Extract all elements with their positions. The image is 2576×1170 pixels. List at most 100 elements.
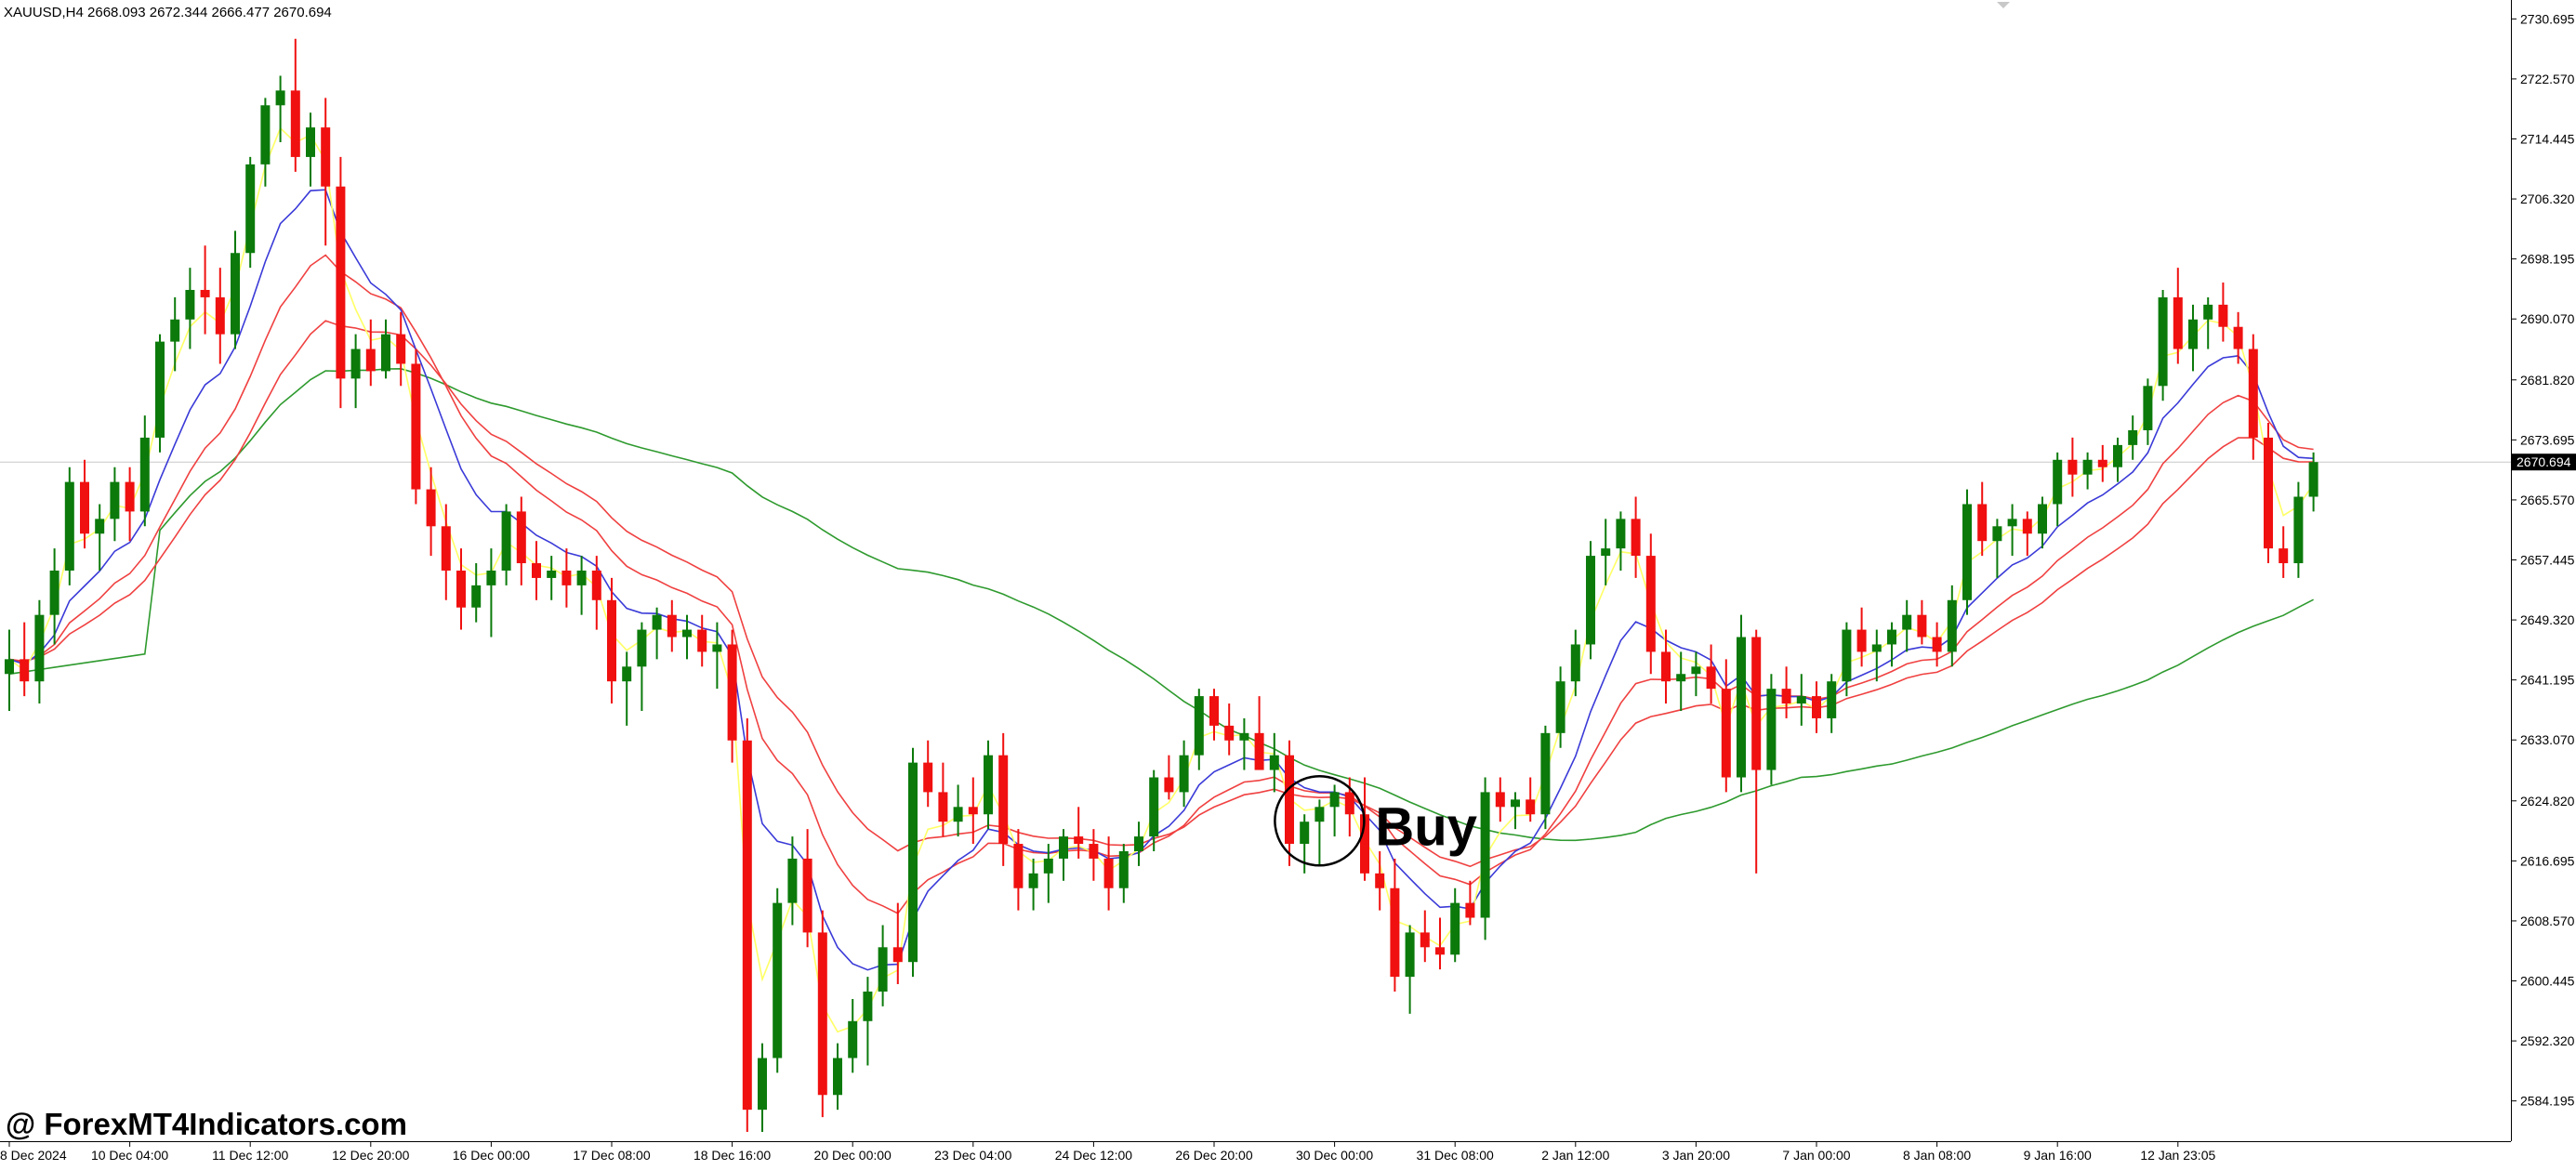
- candle-bear: [1420, 932, 1430, 948]
- candle-bear: [742, 740, 752, 1111]
- candle-bear: [1360, 814, 1369, 874]
- moving-average-red-slow: [8, 320, 2314, 868]
- candle-bull: [773, 902, 783, 1058]
- candle-bear: [20, 659, 30, 682]
- candle-bear: [426, 489, 436, 527]
- candle-bull: [49, 570, 59, 615]
- candle-bear: [591, 570, 601, 600]
- candle-bear: [1254, 732, 1264, 770]
- candle-bear: [727, 644, 737, 741]
- candle-bull: [637, 629, 647, 667]
- price-tick-label: 2730.695: [2520, 11, 2575, 26]
- candle-bear: [1495, 792, 1505, 808]
- candle-bull: [1902, 614, 1912, 630]
- candle-bear: [1631, 519, 1641, 557]
- time-tick-label: 26 Dec 20:00: [1175, 1148, 1252, 1163]
- candle-bull: [2308, 462, 2318, 497]
- candle-bull: [155, 341, 165, 438]
- candle-bull: [381, 334, 390, 372]
- candle-bear: [290, 90, 300, 157]
- candle-bull: [486, 570, 496, 585]
- candle-bull: [1796, 696, 1806, 704]
- moving-averages-layer: [8, 126, 2315, 1033]
- candle-bull: [1962, 504, 1972, 600]
- candle-bull: [1480, 792, 1490, 918]
- price-tick-label: 2665.570: [2520, 493, 2575, 507]
- candle-bear: [667, 614, 677, 638]
- candle-bull: [1269, 755, 1279, 770]
- candle-bear: [215, 296, 225, 335]
- time-tick-label: 12 Jan 23:05: [2140, 1148, 2215, 1163]
- candle-bull: [2188, 319, 2198, 349]
- price-tick-label: 2714.445: [2520, 131, 2575, 146]
- candle-bear: [2097, 459, 2107, 467]
- price-tick-label: 2608.570: [2520, 914, 2575, 928]
- candle-bull: [622, 666, 632, 682]
- candle-bear: [697, 629, 707, 652]
- candle-bull: [501, 511, 511, 571]
- watermark-text: @ ForexMT4Indicators.com: [6, 1107, 407, 1141]
- candle-bull: [2113, 444, 2122, 467]
- candle-bull: [1450, 902, 1460, 955]
- candle-bull: [2158, 296, 2168, 387]
- candle-bear: [411, 363, 421, 490]
- scroll-marker-icon[interactable]: [1997, 2, 2010, 8]
- candle-bear: [336, 186, 346, 379]
- candle-bull: [260, 105, 271, 164]
- candle-bull: [848, 1020, 858, 1058]
- current-price-tag: [2512, 454, 2576, 471]
- candle-bull: [95, 519, 105, 534]
- candle-bull: [863, 991, 873, 1021]
- candle-bear: [1917, 614, 1927, 638]
- candle-bear: [1856, 629, 1867, 652]
- candle-bull: [1887, 629, 1896, 645]
- candle-bear: [80, 481, 89, 534]
- candle-bear: [817, 932, 827, 1096]
- price-tick-label: 2681.820: [2520, 373, 2575, 388]
- candle-bear: [321, 127, 331, 187]
- candle-bull: [2038, 504, 2047, 534]
- moving-average-yellow: [8, 126, 2315, 1033]
- candle-bull: [1842, 629, 1852, 682]
- candle-bull: [1134, 836, 1143, 851]
- time-tick-label: 3 Jan 20:00: [1662, 1148, 1730, 1163]
- candle-bull: [5, 659, 14, 675]
- candle-bull: [1616, 519, 1626, 549]
- candle-bull: [1586, 556, 1595, 645]
- candle-bear: [1661, 651, 1671, 682]
- candle-bear: [1103, 858, 1114, 888]
- candle-bull: [953, 807, 963, 822]
- candle-bull: [652, 614, 662, 630]
- candle-bull: [1329, 792, 1340, 808]
- time-tick-label: 31 Dec 08:00: [1417, 1148, 1494, 1163]
- candle-bull: [1601, 548, 1611, 557]
- candle-bear: [1013, 844, 1024, 888]
- candle-bear: [456, 570, 466, 608]
- candle-bear: [1390, 887, 1400, 978]
- candle-bull: [2203, 304, 2213, 320]
- candle-bear: [1812, 696, 1821, 718]
- candle-bear: [365, 348, 376, 372]
- candle-bear: [1526, 799, 1536, 815]
- candle-bear: [2067, 459, 2078, 475]
- price-tick-label: 2616.695: [2520, 853, 2575, 868]
- candle-bear: [2279, 548, 2289, 564]
- candle-bear: [1435, 947, 1445, 955]
- price-tick-label: 2641.195: [2520, 673, 2575, 688]
- candle-bull: [306, 127, 315, 157]
- price-tick-label: 2624.820: [2520, 794, 2575, 808]
- candle-bear: [1164, 777, 1174, 793]
- candle-bull: [1149, 777, 1159, 837]
- candle-bull: [758, 1058, 767, 1111]
- candle-bull: [471, 585, 482, 608]
- time-tick-label: 18 Dec 16:00: [694, 1148, 771, 1163]
- current-price-label: 2670.694: [2517, 454, 2571, 469]
- candle-bull: [908, 762, 918, 963]
- candle-bull: [34, 614, 45, 682]
- candle-bull: [1043, 858, 1053, 874]
- candle-bull: [2128, 429, 2138, 445]
- candle-bear: [561, 570, 572, 585]
- candle-bear: [2233, 326, 2243, 349]
- candle-bear: [1645, 556, 1656, 652]
